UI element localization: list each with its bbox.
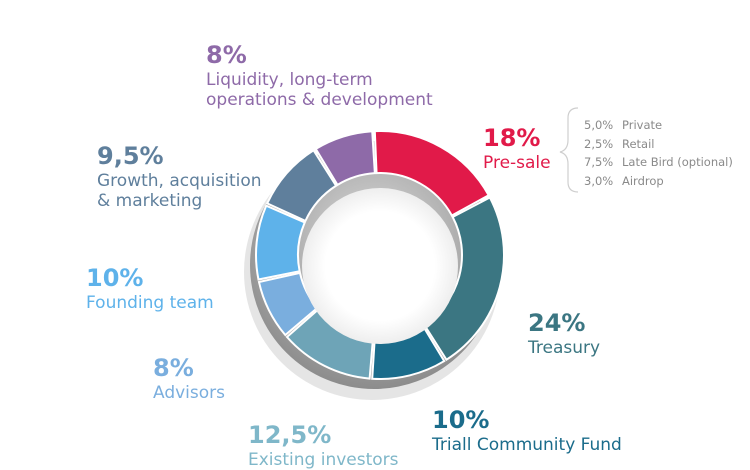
slice-value-label: 12,5%: [248, 421, 332, 449]
callout-liquidity-operations-development: 8% Liquidity, long-term operations & dev…: [206, 41, 433, 111]
presale-breakdown-list: 5,0% Private 2,5% Retail 7,5% Late Bird (op…: [584, 116, 733, 190]
breakdown-amount: 5,0%: [584, 118, 614, 132]
slice-value-label: 9,5%: [97, 142, 164, 170]
slice-pre-sale: [373, 130, 491, 217]
slice-value-label: 8%: [153, 354, 194, 382]
callout-growth-acquisition-marketing: 9,5% Growth, acquisition & marketing: [97, 142, 262, 212]
slice-liquidity-long-term-operations-development: [314, 130, 376, 187]
breakdown-row-late-bird: 7,5% Late Bird (optional): [584, 153, 733, 172]
slice-label: Founding team: [86, 292, 214, 313]
slice-growth-acquisition-marketing: [265, 148, 338, 223]
callout-pre-sale: 18% Pre-sale: [483, 124, 551, 173]
slice-founding-team: [255, 204, 307, 281]
slice-label: Liquidity, long-term operations & develo…: [206, 69, 433, 111]
slice-value-label: 10%: [432, 406, 490, 434]
slice-value-label: 24%: [528, 309, 586, 337]
callout-founding-team: 10% Founding team: [86, 264, 214, 313]
breakdown-row-retail: 2,5% Retail: [584, 135, 733, 154]
breakdown-label: Private: [622, 118, 663, 132]
breakdown-amount: 3,0%: [584, 173, 614, 188]
slice-label: Advisors: [153, 382, 226, 403]
slice-value-label: 18%: [483, 124, 541, 152]
donut-hole: [302, 188, 458, 344]
slice-value-label: 8%: [206, 41, 247, 69]
slice-label: Growth, acquisition & marketing: [97, 170, 262, 212]
breakdown-amount: 7,5%: [584, 155, 614, 169]
callout-triall-community-fund: 10% Triall Community Fund: [432, 406, 622, 455]
callout-existing-investors: 12,5% Existing investors: [248, 421, 399, 470]
slice-label: Pre-sale: [483, 152, 551, 173]
breakdown-row-airdrop: 3,0% Airdrop: [584, 172, 733, 191]
callout-treasury: 24% Treasury: [528, 309, 600, 358]
slice-value-label: 10%: [86, 264, 144, 292]
presale-bracket: [559, 107, 579, 193]
breakdown-label: Retail: [622, 136, 655, 151]
breakdown-amount: 2,5%: [584, 136, 614, 151]
breakdown-row-private: 5,0% Private: [584, 116, 733, 135]
breakdown-label: Airdrop: [622, 173, 664, 188]
breakdown-label: Late Bird (optional): [622, 155, 733, 169]
slice-treasury: [422, 196, 505, 362]
slice-label: Existing investors: [248, 449, 399, 470]
slice-label: Triall Community Fund: [432, 434, 622, 455]
callout-advisors: 8% Advisors: [153, 354, 225, 403]
slice-label: Treasury: [528, 337, 601, 358]
